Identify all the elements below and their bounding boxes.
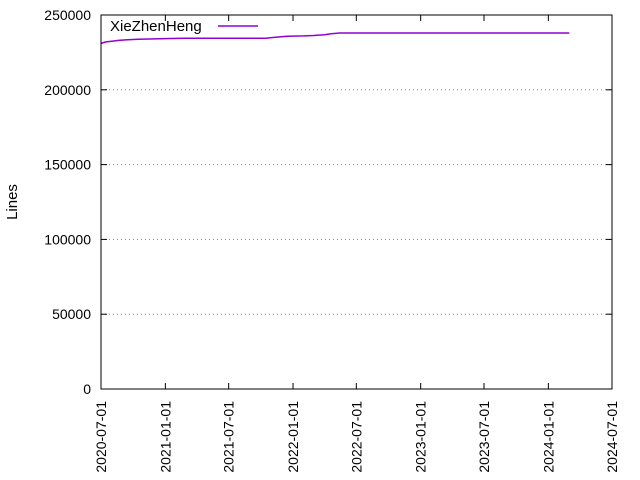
- x-tick-label: 2022-07-01: [348, 401, 364, 473]
- x-tick-label: 2021-01-01: [157, 401, 173, 473]
- x-axis: 2020-07-01 2021-01-01 2021-07-01 2022-01-01…: [93, 15, 620, 473]
- y-tick-label: 150000: [44, 157, 91, 173]
- y-tick-label: 0: [83, 381, 91, 397]
- y-tick-label: 200000: [44, 82, 91, 98]
- legend-label-xiezhenheng: XieZhenHeng: [110, 18, 202, 35]
- x-tick-label: 2022-01-01: [285, 401, 301, 473]
- series-layer: [100, 32, 570, 45]
- x-tick-label: 2024-07-01: [604, 401, 620, 473]
- legend: XieZhenHeng: [110, 18, 258, 35]
- y-axis: 0 50000 100000 150000 200000 250000: [44, 7, 612, 397]
- x-tick-label: 2020-07-01: [93, 401, 109, 473]
- x-tick-label: 2023-07-01: [476, 401, 492, 473]
- x-tick-label: 2024-01-01: [540, 401, 556, 473]
- y-axis-label: Lines: [4, 184, 21, 220]
- x-tick-label: 2021-07-01: [221, 401, 237, 473]
- grid-lines: [101, 89, 612, 315]
- series-line-xiezhenheng: [100, 32, 570, 45]
- y-tick-label: 250000: [44, 7, 91, 23]
- plot-frame: [100, 14, 613, 390]
- y-tick-label: 50000: [52, 306, 91, 322]
- x-tick-label: 2023-01-01: [413, 401, 429, 473]
- y-tick-label: 100000: [44, 231, 91, 247]
